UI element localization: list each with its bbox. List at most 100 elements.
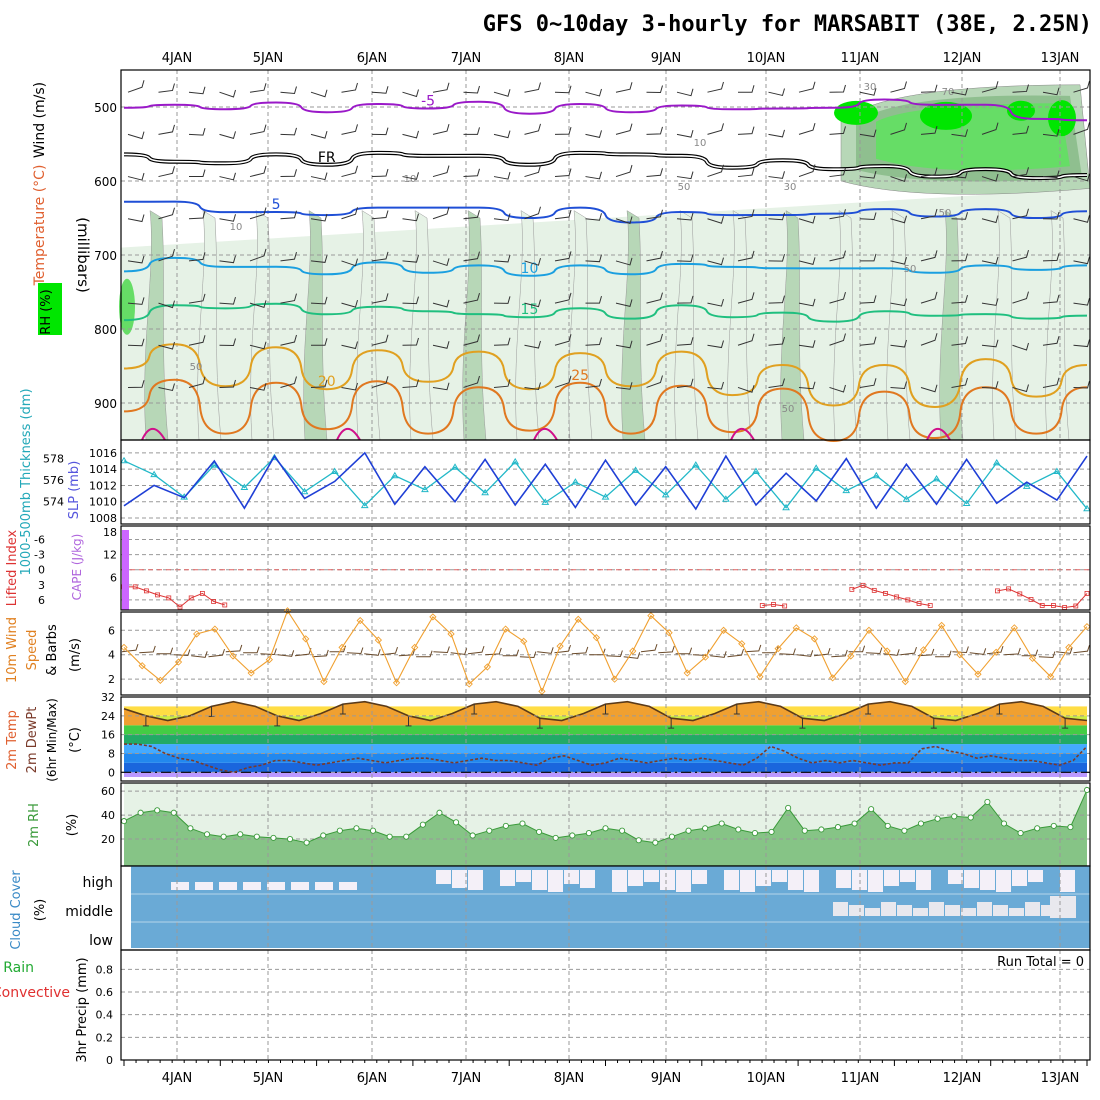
upper-wind-barb-72 <box>371 168 389 178</box>
wind-speed-point-39 <box>828 674 837 682</box>
upper-wind-barb-167 <box>341 299 358 308</box>
rh-core-3 <box>1048 100 1076 137</box>
cloud-high-gap-18 <box>724 870 739 890</box>
upper-wind-barb-180 <box>737 292 755 304</box>
rh2m-point-42 <box>818 826 825 833</box>
rh2m-point-40 <box>785 804 792 811</box>
thickness-point-23 <box>812 464 821 471</box>
rh2m-point-18 <box>419 821 426 828</box>
upper-wind-barb-59 <box>951 129 968 137</box>
li-ytick-0: 0 <box>38 564 45 577</box>
wind-speed-point-48 <box>992 648 1000 656</box>
wind10m-barb-38 <box>779 648 796 656</box>
isotherm-25 <box>123 378 1088 443</box>
li-ytick--6: -6 <box>34 534 45 547</box>
cloud-high-gap-37 <box>1028 870 1043 882</box>
upper-wind-barb-158 <box>1042 253 1060 262</box>
upper-wind-barb-74 <box>432 165 450 178</box>
upper-wind-barb-127 <box>1073 215 1090 223</box>
wind-speed-point-40 <box>847 652 855 660</box>
upper-wind-barb-239 <box>585 378 602 388</box>
cloud-mid-gap-4 <box>897 905 912 916</box>
upper-wind-barb-244 <box>737 385 755 393</box>
upper-wind-barb-86 <box>798 164 816 178</box>
upper-wind-barb-215 <box>829 333 846 346</box>
upper-wind-barb-143 <box>585 254 602 263</box>
upper-wind-barb-210 <box>676 337 694 346</box>
rh2m-point-22 <box>486 827 493 834</box>
cape-ytick-6: 6 <box>110 571 117 584</box>
dewpt-line <box>124 743 1088 774</box>
li-point-60-1 <box>771 602 776 607</box>
rh2m-point-43 <box>834 824 841 831</box>
upper-wind-barb-55 <box>829 126 846 135</box>
upper-wind-barb-230 <box>310 379 328 388</box>
cloud-mid-gap-13 <box>1041 905 1056 916</box>
wind-speed-point-3 <box>174 658 183 666</box>
upper-wind-barb-122 <box>920 208 938 220</box>
wind-speed-point-13 <box>356 616 364 625</box>
isotherm-30-8 <box>926 427 951 441</box>
li-segment-73 <box>851 584 931 606</box>
upper-wind-barb-129 <box>158 249 175 262</box>
upper-wind-barb-168 <box>371 293 389 304</box>
upper-wind-barb-255 <box>1073 380 1090 389</box>
temp-band-2 <box>124 753 1087 763</box>
upper-wind-barb-152 <box>860 253 877 262</box>
upper-wind-barb-32 <box>127 131 145 140</box>
wind10m-barb-32 <box>675 647 693 655</box>
upper-wind-barb-226 <box>188 376 206 388</box>
cloud-high-gap-16 <box>692 870 707 884</box>
upper-wind-barb-69 <box>280 169 297 178</box>
cloud-high-gap-14 <box>660 870 675 890</box>
rh2m-point-48 <box>917 820 925 827</box>
li-ylabel: Lifted Index <box>5 529 20 606</box>
cloud-high-gap-5 <box>516 870 531 882</box>
wind-speed-point-16 <box>411 643 419 652</box>
cloud-high-gap-28 <box>884 870 899 886</box>
precip-frame <box>120 949 1091 1061</box>
upper-wind-barb-246 <box>798 381 816 390</box>
top-day-label-1: 5JAN <box>253 51 284 66</box>
upper-wind-barb-78 <box>554 168 572 178</box>
upper-wind-barb-37 <box>280 127 297 136</box>
slp-ytick-1010: 1010 <box>89 496 117 509</box>
top-day-label-6: 10JAN <box>747 51 786 66</box>
isotherm-10 <box>123 256 1088 277</box>
cloud-high-gap-27 <box>868 870 883 892</box>
upper-wind-barb-175 <box>585 295 602 304</box>
upper-wind-barb-165 <box>280 293 297 304</box>
cloud-high-gap-34 <box>980 870 995 890</box>
li-point-10-3 <box>155 592 160 598</box>
wind-speed-point-38 <box>810 635 819 643</box>
rh2m-point-49 <box>934 815 941 822</box>
rh-contour-label-10: 70 <box>942 87 955 98</box>
upper-wind-barb-164 <box>249 300 267 308</box>
thickness-point-30 <box>1022 482 1031 489</box>
upper-wind-barb-185 <box>890 298 907 307</box>
upper-wind-barb-62 <box>1042 128 1060 137</box>
wind10m-barb-50 <box>986 645 1004 655</box>
upper-wind-barb-218 <box>920 333 938 346</box>
wind-speed-point-43 <box>901 677 909 686</box>
upper-wind-barb-48 <box>615 123 633 135</box>
rh2m-point-51 <box>967 814 974 821</box>
rh2m-point-37 <box>735 826 742 833</box>
upper-wind-barb-227 <box>219 379 236 388</box>
isotherm-30-2 <box>336 427 361 441</box>
rh2m-point-31 <box>635 837 642 844</box>
top-day-label-5: 9JAN <box>651 51 682 66</box>
upper-wind-barb-38 <box>310 130 328 139</box>
wind10m-barb-3 <box>173 649 191 657</box>
rh-plume-17 <box>1045 210 1070 441</box>
upper-wind-barb-173 <box>524 299 541 308</box>
upper-wind-barb-139 <box>463 251 480 262</box>
thickness-point-9 <box>390 471 399 479</box>
upper-wind-barb-186 <box>920 291 938 304</box>
upper-wind-barb-153 <box>890 257 907 265</box>
upper-wind-barb-240 <box>615 382 633 390</box>
thickness-point-12 <box>481 488 490 496</box>
upper-wind-barb-208 <box>615 340 633 349</box>
upper-wind-barb-4 <box>249 83 267 93</box>
li-point-73-1 <box>860 582 866 588</box>
